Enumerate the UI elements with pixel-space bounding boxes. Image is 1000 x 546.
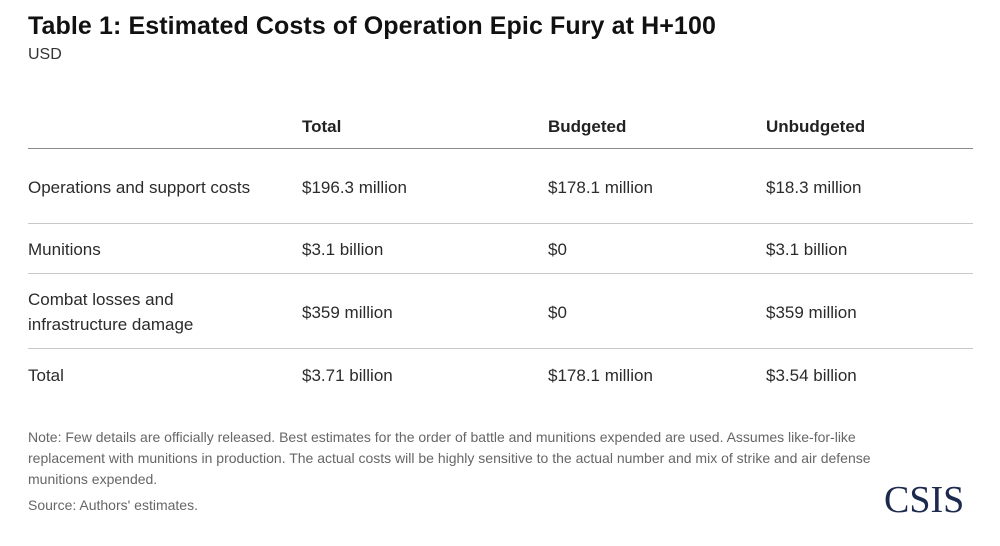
cell-budgeted: $0 bbox=[548, 239, 567, 259]
row-label: Operations and support costs bbox=[28, 177, 251, 197]
row-label: Munitions bbox=[28, 239, 101, 259]
row-label: Total bbox=[28, 365, 64, 385]
cell-total: $196.3 million bbox=[302, 177, 407, 197]
table-title: Table 1: Estimated Costs of Operation Ep… bbox=[28, 12, 716, 40]
header-rule bbox=[28, 148, 973, 149]
cell-unbudgeted: $18.3 million bbox=[766, 177, 862, 197]
csis-logo: CSIS bbox=[884, 479, 965, 521]
cell-unbudgeted: $3.1 billion bbox=[766, 239, 848, 259]
cell-total: $3.71 billion bbox=[302, 365, 393, 385]
table-note: Note: Few details are officially release… bbox=[28, 429, 871, 487]
row-divider bbox=[28, 348, 973, 349]
table-subtitle: USD bbox=[28, 46, 62, 63]
cell-total: $3.1 billion bbox=[302, 239, 384, 259]
table-source: Source: Authors' estimates. bbox=[28, 497, 198, 513]
column-header-budgeted: Budgeted bbox=[548, 117, 627, 136]
cell-unbudgeted: $359 million bbox=[766, 302, 857, 322]
column-header-total: Total bbox=[302, 117, 342, 136]
row-label: Combat losses and infrastructure damage bbox=[28, 290, 194, 334]
cell-budgeted: $0 bbox=[548, 302, 567, 322]
column-header-unbudgeted: Unbudgeted bbox=[766, 117, 866, 136]
cell-budgeted: $178.1 million bbox=[548, 177, 653, 197]
cell-budgeted: $178.1 million bbox=[548, 365, 653, 385]
row-divider bbox=[28, 273, 973, 274]
row-divider bbox=[28, 223, 973, 224]
cell-unbudgeted: $3.54 billion bbox=[766, 365, 857, 385]
cell-total: $359 million bbox=[302, 302, 393, 322]
